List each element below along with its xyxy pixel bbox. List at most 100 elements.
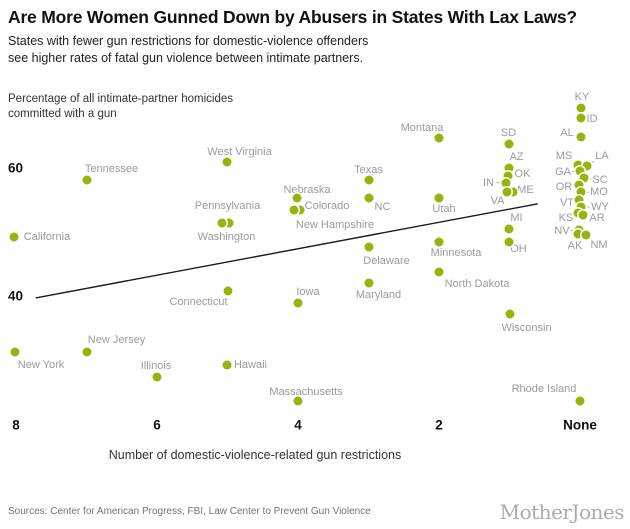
state-dot bbox=[222, 157, 231, 167]
state-dot bbox=[578, 210, 588, 220]
state-label: OR bbox=[554, 181, 574, 194]
state-dot bbox=[82, 347, 91, 357]
state-dot bbox=[576, 202, 586, 212]
state-label: New Hampshire bbox=[294, 219, 376, 232]
state-dot bbox=[573, 229, 583, 239]
state-label: Colorado bbox=[303, 200, 351, 213]
state-dot bbox=[582, 161, 592, 171]
state-dot bbox=[289, 205, 299, 215]
state-dot bbox=[575, 396, 585, 406]
state-label: Nebraska bbox=[282, 184, 332, 197]
x-tick-4: 4 bbox=[294, 417, 302, 433]
motherjones-logo: MotherJones bbox=[499, 500, 625, 524]
state-dot bbox=[574, 195, 584, 205]
state-dot bbox=[576, 132, 586, 142]
state-label: North Dakota bbox=[443, 277, 511, 290]
state-dot bbox=[504, 237, 513, 247]
state-label: Utah bbox=[431, 203, 457, 216]
state-label: ME bbox=[516, 183, 535, 196]
state-dot bbox=[573, 208, 583, 218]
state-label: OH bbox=[509, 243, 528, 256]
state-dot bbox=[295, 205, 305, 215]
state-label: VT bbox=[558, 197, 576, 209]
state-dot bbox=[504, 139, 513, 149]
state-dot bbox=[364, 278, 373, 288]
state-label: West Virginia bbox=[206, 146, 273, 159]
state-label: Hawaii bbox=[232, 359, 269, 372]
state-label: NC bbox=[373, 201, 392, 214]
state-label: MO bbox=[589, 186, 609, 199]
state-label: California bbox=[22, 231, 72, 244]
state-dot bbox=[579, 173, 589, 183]
state-dot bbox=[152, 372, 162, 382]
x-tick-none: None bbox=[563, 417, 597, 433]
state-label: AZ bbox=[508, 151, 525, 163]
state-label: AL bbox=[559, 127, 575, 140]
state-label: AK bbox=[566, 239, 584, 252]
subtitle-line-2: see higher rates of fatal gun violence b… bbox=[8, 51, 364, 65]
state-label: Texas bbox=[353, 164, 384, 177]
state-label: Pennsylvania bbox=[193, 200, 262, 213]
state-label: Montana bbox=[399, 121, 445, 134]
state-dot bbox=[581, 230, 591, 240]
state-dot bbox=[364, 242, 373, 252]
page-title: Are More Women Gunned Down by Abusers in… bbox=[8, 7, 577, 27]
y-axis-note-line-2: committed with a gun bbox=[8, 108, 117, 120]
subtitle-line-1: States with fewer gun restrictions for d… bbox=[8, 34, 369, 48]
state-dot bbox=[217, 218, 226, 228]
state-label: Minnesota bbox=[429, 247, 483, 260]
state-dot bbox=[505, 309, 514, 319]
state-dot bbox=[508, 187, 517, 197]
state-label: SC bbox=[591, 174, 609, 187]
state-dot bbox=[573, 160, 583, 170]
state-label: AR bbox=[588, 211, 606, 224]
state-label: Rhode Island bbox=[510, 382, 578, 395]
state-dot bbox=[82, 175, 91, 185]
state-dot bbox=[293, 396, 303, 406]
state-dot bbox=[292, 193, 302, 203]
state-dot bbox=[502, 187, 511, 197]
sources-note: Sources: Center for American Progress, F… bbox=[8, 506, 371, 517]
state-dot bbox=[504, 224, 513, 234]
state-dot bbox=[576, 103, 586, 113]
state-label: Washington bbox=[196, 231, 257, 244]
state-label: SD bbox=[499, 126, 518, 139]
state-dot bbox=[504, 163, 513, 173]
subtitle: States with fewer gun restrictions for d… bbox=[8, 33, 488, 67]
state-label: Massachusetts bbox=[268, 385, 344, 398]
state-dot bbox=[222, 360, 231, 370]
state-dot bbox=[224, 218, 233, 228]
state-label: VA bbox=[489, 194, 506, 207]
y-tick-40: 40 bbox=[8, 288, 24, 304]
x-axis-label: Number of domestic-violence-related gun … bbox=[108, 448, 402, 462]
state-label: ID bbox=[585, 113, 599, 126]
state-dot bbox=[9, 232, 19, 242]
state-label: IN bbox=[482, 176, 495, 189]
state-dot bbox=[434, 237, 444, 247]
state-dot bbox=[223, 286, 232, 296]
state-dot bbox=[364, 175, 373, 185]
state-dot bbox=[434, 133, 444, 143]
state-label: NV bbox=[553, 225, 571, 238]
state-label: GA bbox=[554, 166, 572, 179]
state-dot bbox=[434, 193, 444, 203]
state-dot bbox=[576, 113, 586, 123]
state-dot bbox=[576, 187, 586, 197]
state-label: Tennessee bbox=[83, 162, 140, 175]
trend-line bbox=[35, 203, 538, 299]
state-dot bbox=[503, 171, 512, 181]
y-axis-note-line-1: Percentage of all intimate-partner homic… bbox=[8, 93, 234, 105]
state-dot bbox=[575, 166, 585, 176]
state-label: Illinois bbox=[139, 360, 173, 373]
state-label: NM bbox=[589, 239, 609, 252]
state-label: Maryland bbox=[354, 288, 403, 301]
state-label: KY bbox=[573, 90, 591, 103]
state-dot bbox=[501, 178, 510, 188]
y-tick-60: 60 bbox=[8, 160, 24, 176]
state-label: OK bbox=[513, 167, 532, 180]
state-dot bbox=[293, 298, 303, 308]
state-label: KS bbox=[557, 211, 575, 224]
state-label: MI bbox=[509, 211, 524, 224]
state-label: Iowa bbox=[295, 286, 321, 299]
